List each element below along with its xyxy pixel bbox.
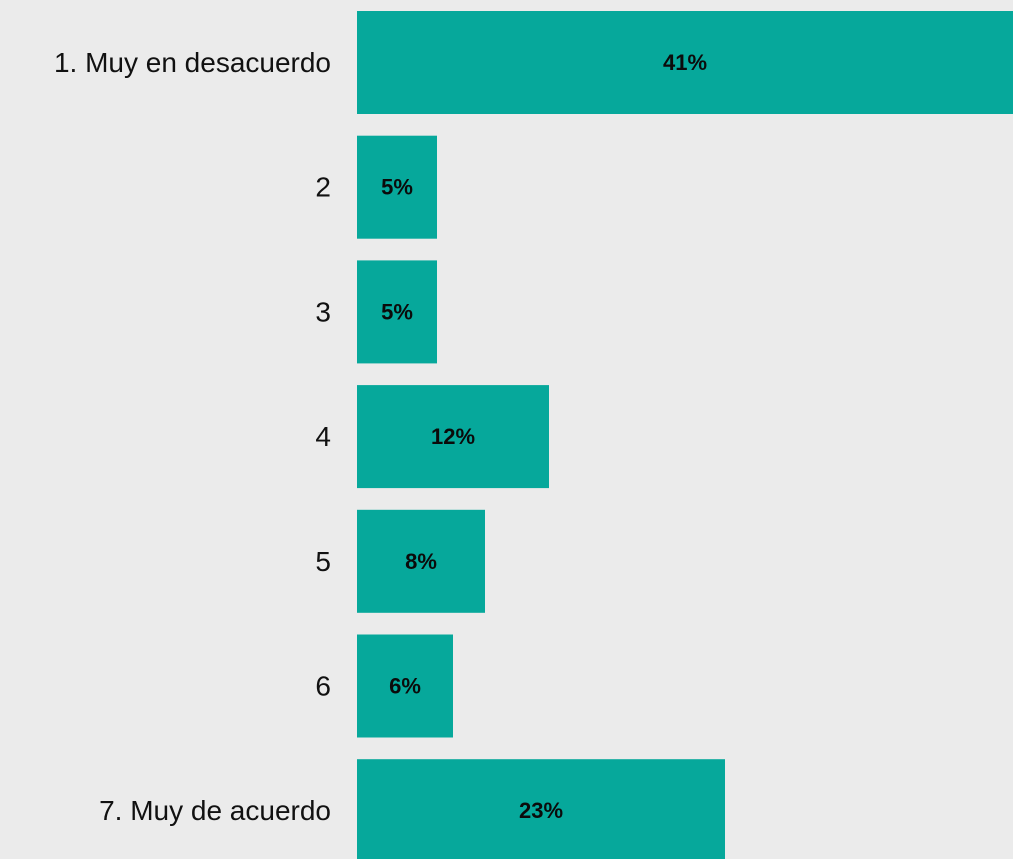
- bar-4: [357, 385, 549, 489]
- bar-2: [357, 135, 437, 239]
- bar-3: [357, 260, 437, 364]
- bar-7: [357, 759, 725, 859]
- value-labels: 41% 5% 5% 12% 8% 6% 23%: [381, 50, 707, 823]
- category-label-1: 1. Muy en desacuerdo: [54, 47, 331, 78]
- value-label-6: 6%: [389, 674, 421, 699]
- category-label-7: 7. Muy de acuerdo: [99, 795, 331, 826]
- value-label-5: 8%: [405, 549, 437, 574]
- bar-6: [357, 634, 453, 738]
- value-label-1: 41%: [663, 50, 707, 75]
- value-label-3: 5%: [381, 299, 413, 324]
- category-label-2: 2: [315, 172, 331, 203]
- category-label-4: 4: [315, 421, 331, 452]
- value-label-2: 5%: [381, 175, 413, 200]
- bar-5: [357, 509, 485, 613]
- category-labels: 1. Muy en desacuerdo 2 3 4 5 6 7. Muy de acuer…: [54, 47, 331, 826]
- bar-1: [357, 11, 1013, 114]
- value-label-7: 23%: [519, 798, 563, 823]
- category-label-3: 3: [315, 296, 331, 327]
- bars: [357, 11, 1013, 859]
- category-label-5: 5: [315, 546, 331, 577]
- value-label-4: 12%: [431, 424, 475, 449]
- category-label-6: 6: [315, 671, 331, 702]
